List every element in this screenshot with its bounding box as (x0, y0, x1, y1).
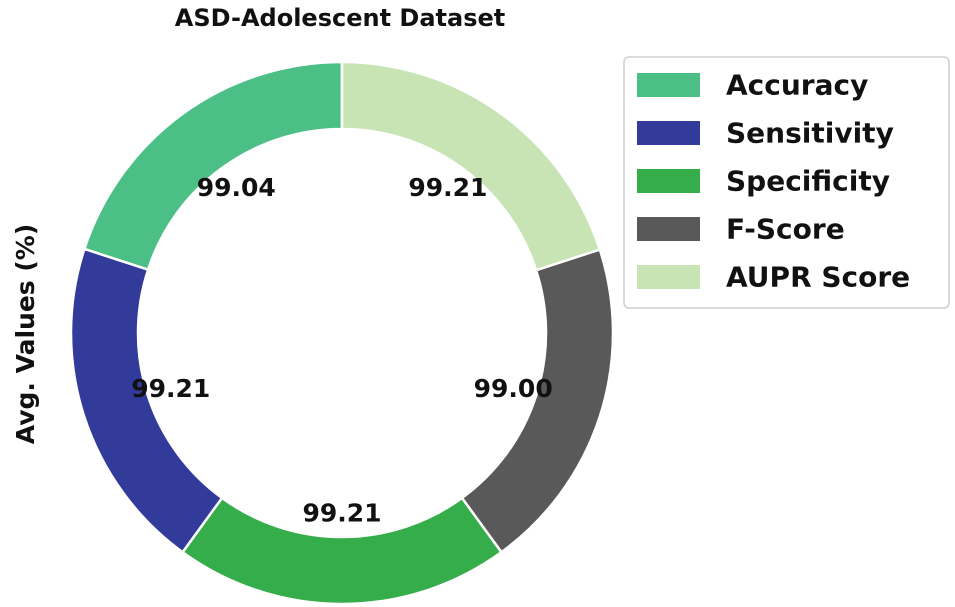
slice-accuracy (82, 60, 344, 272)
y-axis-label: Avg. Values (%) (11, 224, 40, 445)
data-labels: 99.04 99.21 99.21 99.00 99.21 (131, 173, 552, 528)
legend-label-f-score: F-Score (726, 213, 845, 246)
chart-title: ASD-Adolescent Dataset (175, 4, 505, 32)
data-label-sensitivity: 99.21 (131, 374, 210, 403)
donut-chart (69, 60, 615, 606)
legend: Accuracy Sensitivity Specificity F-Score AUP… (623, 56, 950, 309)
data-label-aupr-score: 99.21 (408, 173, 487, 202)
legend-label-sensitivity: Sensitivity (726, 117, 894, 150)
legend-label-accuracy: Accuracy (726, 69, 868, 102)
legend-label-aupr-score: AUPR Score (726, 261, 910, 294)
legend-swatch-aupr-score (637, 265, 700, 289)
legend-label-specificity: Specificity (726, 165, 890, 198)
legend-swatch-accuracy (637, 73, 700, 97)
slice-aupr-score (340, 60, 602, 272)
legend-swatch-f-score (637, 217, 700, 241)
data-label-accuracy: 99.04 (197, 173, 276, 202)
legend-swatch-specificity (637, 169, 700, 193)
data-label-specificity: 99.21 (303, 499, 382, 528)
data-label-f-score: 99.00 (474, 374, 553, 403)
legend-swatch-sensitivity (637, 121, 700, 145)
legend-frame (623, 56, 950, 309)
